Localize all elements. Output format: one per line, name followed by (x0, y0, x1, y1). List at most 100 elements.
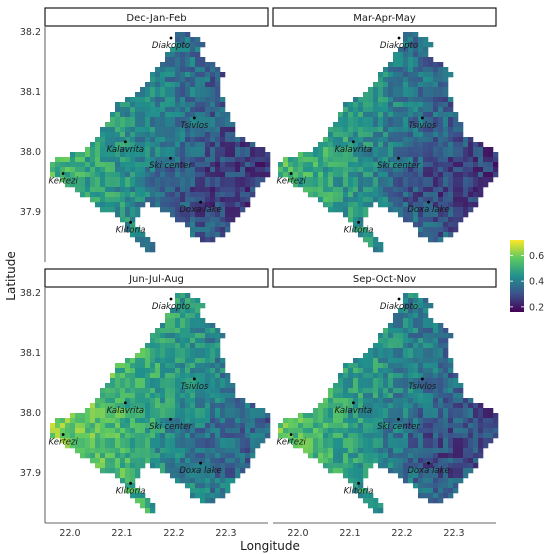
raster-cell (165, 313, 171, 319)
raster-cell (428, 408, 434, 414)
raster-cell (393, 157, 399, 163)
raster-cell (235, 448, 241, 454)
raster-cell (303, 182, 309, 188)
raster-cell (373, 87, 379, 93)
raster-cell (180, 408, 186, 414)
raster-cell (125, 107, 131, 113)
raster-cell (443, 388, 449, 394)
raster-cell (105, 137, 111, 143)
raster-cell (240, 207, 246, 213)
raster-cell (438, 112, 444, 118)
raster-cell (195, 97, 201, 103)
raster-cell (403, 167, 409, 173)
raster-cell (473, 448, 479, 454)
raster-cell (225, 373, 231, 379)
raster-cell (155, 363, 161, 369)
raster-cell (225, 393, 231, 399)
raster-cell (205, 207, 211, 213)
raster-cell (443, 222, 449, 228)
raster-cell (483, 147, 489, 153)
raster-cell (80, 443, 86, 449)
raster-cell (110, 413, 116, 419)
raster-cell (75, 172, 81, 178)
raster-cell (205, 478, 211, 484)
raster-cell (115, 448, 121, 454)
raster-cell (398, 207, 404, 213)
raster-cell (313, 423, 319, 429)
raster-cell (448, 137, 454, 143)
raster-cell (438, 493, 444, 499)
raster-cell (230, 217, 236, 223)
raster-cell (368, 242, 374, 248)
raster-cell (145, 132, 151, 138)
raster-cell (443, 92, 449, 98)
raster-cell (190, 112, 196, 118)
raster-cell (175, 453, 181, 459)
raster-cell (220, 212, 226, 218)
raster-cell (240, 433, 246, 439)
raster-cell (140, 393, 146, 399)
raster-cell (478, 438, 484, 444)
raster-cell (423, 493, 429, 499)
raster-cell (453, 117, 459, 123)
raster-cell (145, 418, 151, 424)
raster-cell (210, 443, 216, 449)
raster-cell (170, 117, 176, 123)
raster-cell (448, 453, 454, 459)
raster-cell (373, 157, 379, 163)
raster-cell (190, 232, 196, 238)
raster-cell (160, 448, 166, 454)
raster-cell (278, 172, 284, 178)
raster-cell (215, 97, 221, 103)
raster-cell (348, 463, 354, 469)
raster-cell (110, 418, 116, 424)
raster-cell (413, 47, 419, 53)
raster-cell (428, 368, 434, 374)
raster-cell (220, 478, 226, 484)
raster-cell (140, 443, 146, 449)
raster-cell (110, 378, 116, 384)
raster-cell (363, 132, 369, 138)
raster-cell (130, 192, 136, 198)
raster-cell (185, 217, 191, 223)
raster-cell (433, 147, 439, 153)
raster-cell (175, 177, 181, 183)
raster-cell (438, 202, 444, 208)
raster-cell (210, 122, 216, 128)
raster-cell (165, 97, 171, 103)
raster-cell (368, 157, 374, 163)
raster-cell (135, 363, 141, 369)
raster-cell (423, 72, 429, 78)
raster-cell (433, 448, 439, 454)
raster-cell (120, 448, 126, 454)
raster-cell (408, 172, 414, 178)
raster-cell (160, 398, 166, 404)
raster-cell (343, 157, 349, 163)
raster-cell (215, 373, 221, 379)
raster-cell (393, 92, 399, 98)
y-axis-title: Latitude (4, 251, 18, 300)
raster-cell (288, 162, 294, 168)
raster-cell (453, 433, 459, 439)
raster-cell (478, 172, 484, 178)
x-ticks-left: 22.0 22.1 22.2 22.3 (59, 528, 236, 539)
raster-cell (333, 383, 339, 389)
raster-cell (373, 137, 379, 143)
raster-cell (230, 468, 236, 474)
raster-cell (458, 433, 464, 439)
raster-cell (493, 433, 499, 439)
raster-cell (165, 87, 171, 93)
raster-cell (368, 232, 374, 238)
raster-cell (165, 363, 171, 369)
raster-cell (215, 142, 221, 148)
raster-cell (200, 418, 206, 424)
raster-cell (333, 137, 339, 143)
raster-cell (145, 187, 151, 193)
raster-cell (215, 232, 221, 238)
raster-cell (468, 413, 474, 419)
raster-cell (343, 433, 349, 439)
raster-cell (195, 142, 201, 148)
raster-cell (393, 72, 399, 78)
raster-cell (373, 498, 379, 504)
raster-cell (225, 137, 231, 143)
